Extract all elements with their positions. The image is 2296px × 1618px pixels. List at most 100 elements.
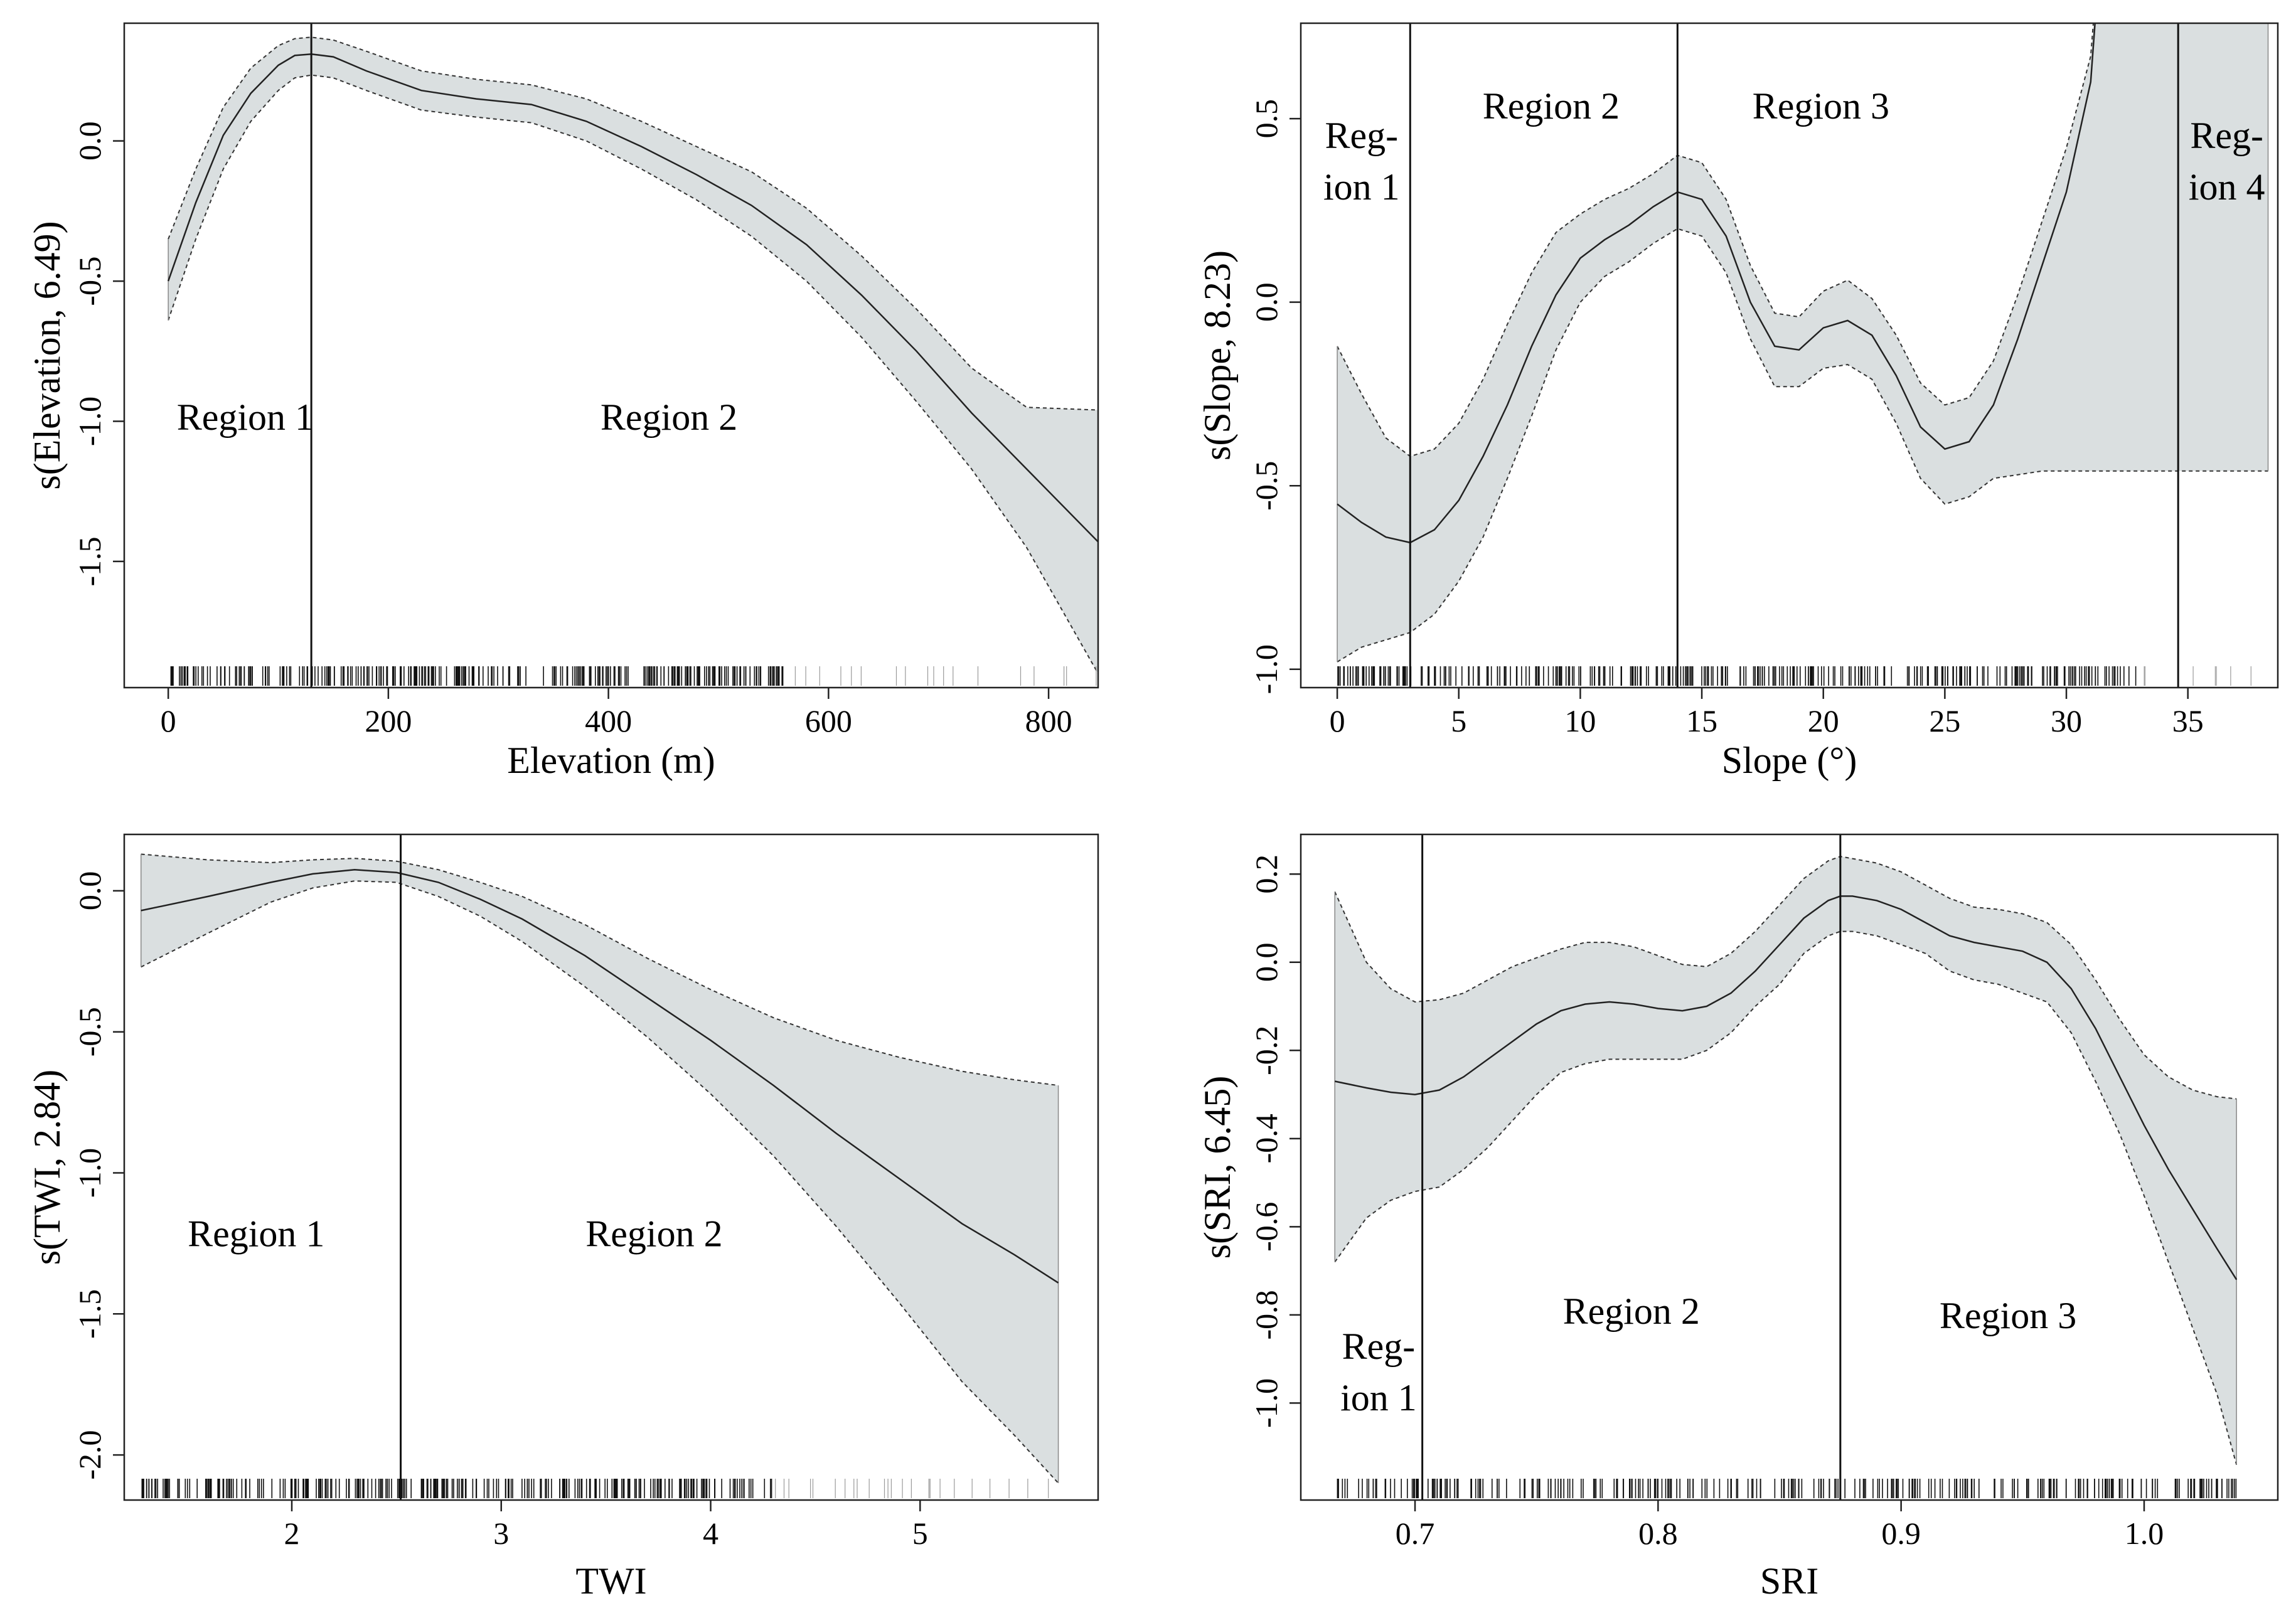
x-tick-label: 3	[493, 1516, 509, 1551]
region-label-line: Region 1	[177, 397, 314, 438]
x-tick-label: 5	[912, 1516, 928, 1551]
x-tick-label: 2	[284, 1516, 300, 1551]
y-tick-label: -0.4	[1249, 1114, 1284, 1163]
confidence-band	[141, 854, 1059, 1483]
region-label-line: Region 3	[1753, 85, 1889, 127]
y-tick-label: -2.0	[72, 1430, 107, 1479]
y-tick-label: 0.5	[1249, 99, 1284, 139]
x-tick-label: 0.8	[1638, 1516, 1678, 1551]
x-tick-label: 10	[1564, 703, 1596, 738]
region-label-line: Reg-	[1325, 115, 1399, 156]
confidence-band	[168, 37, 1098, 674]
rug	[1337, 666, 2251, 686]
x-tick-label: 400	[585, 703, 632, 738]
region-label-line: Reg-	[2190, 115, 2263, 156]
x-axis-label: TWI	[575, 1560, 646, 1602]
y-axis-label: s(Slope, 8.23)	[1197, 250, 1238, 460]
x-tick-label: 25	[1929, 703, 1960, 738]
smooth-fit-line	[1334, 895, 2238, 1280]
region-label-line: Region 1	[188, 1213, 324, 1254]
region-label: Region 2	[601, 397, 737, 438]
rug	[170, 666, 1097, 686]
smooth-fit-line	[141, 868, 1059, 1284]
y-tick-label: -1.0	[1249, 644, 1284, 694]
panel-twi: 2 3 4 5 0.0 -0.5 -1.0 -1.5 -2.0 TWI s(TWI, 2.84) Re…	[26, 833, 1099, 1602]
region-label-line: Region 2	[585, 1213, 722, 1254]
y-tick-label: -1.0	[72, 1148, 107, 1198]
y-tick-label: -0.5	[1249, 461, 1284, 511]
region-label-line: Reg-	[1342, 1326, 1416, 1367]
y-tick-label: -0.2	[1249, 1026, 1284, 1075]
x-tick-label: 5	[1451, 703, 1466, 738]
smooth-fit-line	[167, 53, 1098, 543]
y-tick-label: 0.0	[72, 871, 107, 911]
region-label: Region 2	[585, 1213, 722, 1254]
panel-slope: 0 5 10 15 20 25 30 35 0.5 0.0 -0.5 -1.0 Slope (°) s(S…	[1197, 22, 2279, 781]
x-tick-label: 800	[1025, 703, 1072, 738]
x-tick-label: 200	[365, 703, 412, 738]
plot-area-twi	[140, 853, 1059, 1484]
rug	[1337, 1479, 2237, 1498]
x-tick-label: 15	[1686, 703, 1717, 738]
y-tick-label: -0.8	[1249, 1290, 1284, 1339]
band-upper-line	[141, 853, 1059, 1087]
smooth-fit-line	[1337, 23, 2096, 544]
region-label-line: Region 2	[1563, 1291, 1700, 1332]
band-lower-line	[1337, 228, 2268, 663]
plot-frame	[1300, 22, 2279, 689]
y-axis-label: s(SRI, 6.45)	[1197, 1076, 1238, 1259]
region-label-line: ion 4	[2189, 166, 2265, 208]
band-upper-line	[1334, 856, 2237, 1100]
y-tick-label: 0.0	[1249, 282, 1284, 321]
x-tick-label: 0.9	[1881, 1516, 1921, 1551]
panel-sri: 0.7 0.8 0.9 1.0 0.2 0.0 -0.2 -0.4 -0.6 -0.8 -1.0 SR…	[1197, 833, 2279, 1602]
y-tick-label: -1.0	[72, 397, 107, 446]
region-label-line: Region 2	[601, 397, 737, 438]
region-label: Reg-ion 4	[2189, 115, 2265, 208]
x-tick-label: 20	[1808, 703, 1839, 738]
plot-area-elevation	[167, 36, 1098, 674]
confidence-band	[1335, 856, 2237, 1465]
y-tick-label: -0.5	[72, 1007, 107, 1056]
region-label: Region 3	[1940, 1295, 2076, 1336]
y-tick-label: 0.2	[1249, 854, 1284, 894]
region-label: Region 2	[1483, 85, 1620, 127]
region-label: Region 2	[1563, 1291, 1700, 1332]
y-tick-label: -1.5	[72, 536, 107, 586]
band-lower-line	[141, 880, 1059, 1484]
region-label-line: ion 1	[1340, 1377, 1417, 1418]
y-tick-label: 0.0	[1249, 943, 1284, 982]
confidence-band	[1337, 23, 2268, 662]
y-tick-label: -0.5	[72, 257, 107, 306]
y-axis-label: s(TWI, 2.84)	[26, 1070, 68, 1265]
region-label: Reg-ion 1	[1323, 115, 1400, 208]
x-tick-label: 0.7	[1396, 1516, 1435, 1551]
y-tick-label: -1.0	[1249, 1378, 1284, 1428]
region-label-line: Region 3	[1940, 1295, 2076, 1336]
x-tick-label: 30	[2051, 703, 2082, 738]
band-lower-line	[168, 74, 1098, 674]
y-axis-label: s(Elevation, 6.49)	[26, 221, 68, 489]
x-tick-label: 4	[703, 1516, 718, 1551]
band-upper-line	[1337, 23, 2095, 457]
x-axis-label: Slope (°)	[1722, 740, 1857, 781]
x-tick-label: 600	[805, 703, 852, 738]
band-lower-line	[1334, 930, 2238, 1466]
x-axis-label: Elevation (m)	[507, 740, 715, 781]
region-label-line: ion 1	[1323, 166, 1400, 208]
x-tick-label: 35	[2172, 703, 2204, 738]
plot-frame	[123, 22, 1099, 689]
rug	[141, 1479, 1049, 1498]
plot-frame	[1300, 833, 2279, 1501]
y-tick-label: -1.5	[72, 1289, 107, 1339]
region-label: Region 1	[177, 397, 314, 438]
band-upper-line	[168, 36, 1098, 411]
region-label: Region 3	[1753, 85, 1889, 127]
x-tick-label: 0	[161, 703, 176, 738]
x-tick-label: 1.0	[2125, 1516, 2164, 1551]
region-label: Reg-ion 1	[1340, 1326, 1417, 1418]
x-tick-label: 0	[1330, 703, 1345, 738]
panel-elevation: 0 200 400 600 800 0.0 -0.5 -1.0 -1.5 Elevation (m…	[26, 22, 1099, 781]
plot-frame	[123, 833, 1099, 1501]
